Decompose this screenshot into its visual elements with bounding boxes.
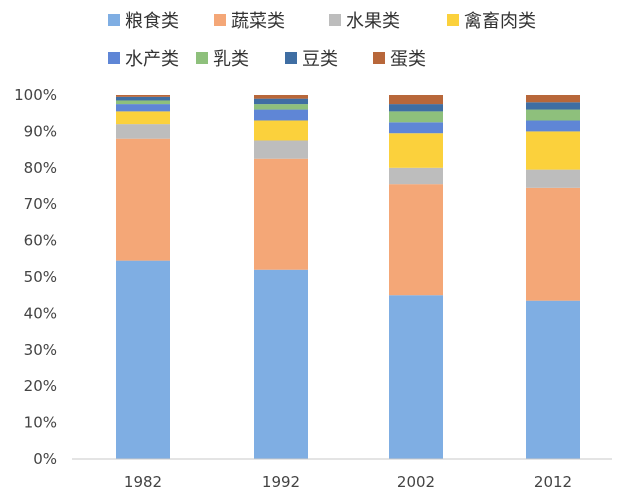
y-tick-label: 60%: [24, 232, 57, 250]
legend-label: 蔬菜类: [231, 11, 285, 32]
legend-label: 粮食类: [125, 11, 179, 32]
legend-swatch: [373, 52, 385, 64]
y-tick-label: 100%: [14, 86, 57, 104]
y-tick-label: 70%: [24, 195, 57, 213]
x-tick-label: 1992: [262, 473, 300, 491]
bar-segment: [116, 100, 170, 105]
x-tick-label: 2012: [534, 473, 572, 491]
bar-stack: [254, 95, 308, 459]
legend-item: 豆类: [285, 49, 338, 70]
x-tick-label: 1982: [124, 473, 162, 491]
y-axis: 0% 10% 20% 30% 40% 50% 60% 70% 80% 90% 100%: [14, 86, 57, 468]
bar-segment: [254, 104, 308, 110]
legend-swatch: [447, 14, 459, 26]
bar-segment: [389, 95, 443, 105]
x-axis: 1982 1992 2002 2012: [124, 473, 572, 491]
legend-label: 乳类: [213, 49, 249, 70]
bar-segment: [116, 124, 170, 139]
legend-swatch: [108, 52, 120, 64]
legend-label: 水果类: [346, 11, 400, 32]
x-tick-label: 2002: [397, 473, 435, 491]
legend-item: 水产类: [108, 49, 179, 70]
legend-label: 水产类: [125, 49, 179, 70]
legend-swatch: [196, 52, 208, 64]
legend-item: 水果类: [329, 11, 400, 32]
bar-segment: [389, 184, 443, 296]
legend-swatch: [214, 14, 226, 26]
bar-segment: [254, 269, 308, 459]
bar-segment: [254, 120, 308, 141]
bar-segment: [389, 104, 443, 112]
y-tick-label: 40%: [24, 304, 57, 322]
bar-segment: [116, 95, 170, 97]
bar-segment: [389, 295, 443, 459]
legend-swatch: [329, 14, 341, 26]
bar-segment: [389, 167, 443, 185]
bars: [116, 95, 580, 459]
bar-segment: [526, 109, 580, 121]
bar-stack: [116, 95, 170, 459]
legend-item: 禽畜肉类: [447, 11, 536, 32]
bar-segment: [116, 260, 170, 459]
bar-segment: [254, 109, 308, 121]
legend-label: 禽畜肉类: [464, 11, 536, 32]
bar-segment: [254, 95, 308, 99]
y-tick-label: 50%: [24, 268, 57, 286]
bar-segment: [116, 138, 170, 261]
bar-segment: [526, 95, 580, 103]
bar-segment: [526, 120, 580, 132]
bar-segment: [526, 187, 580, 301]
bar-segment: [389, 111, 443, 123]
legend-swatch: [108, 14, 120, 26]
legend-item: 蛋类: [373, 49, 426, 70]
bar-segment: [254, 98, 308, 105]
legend-item: 蔬菜类: [214, 11, 285, 32]
bar-stack: [389, 95, 443, 459]
y-tick-label: 30%: [24, 341, 57, 359]
legend-swatch: [285, 52, 297, 64]
bar-segment: [116, 96, 170, 101]
legend-item: 乳类: [196, 49, 249, 70]
bar-segment: [389, 133, 443, 168]
y-tick-label: 0%: [33, 450, 57, 468]
bar-segment: [116, 104, 170, 112]
bar-segment: [389, 122, 443, 134]
legend-label: 豆类: [302, 49, 338, 70]
bar-segment: [116, 111, 170, 125]
y-tick-label: 80%: [24, 159, 57, 177]
bar-segment: [254, 140, 308, 159]
y-tick-label: 20%: [24, 377, 57, 395]
y-tick-label: 90%: [24, 122, 57, 140]
bar-segment: [526, 102, 580, 110]
y-tick-label: 10%: [24, 414, 57, 432]
bar-segment: [526, 169, 580, 188]
bar-segment: [526, 300, 580, 459]
bar-stack: [526, 95, 580, 459]
bar-segment: [254, 158, 308, 270]
bar-segment: [526, 131, 580, 170]
legend-label: 蛋类: [390, 49, 426, 70]
legend-item: 粮食类: [108, 11, 179, 32]
